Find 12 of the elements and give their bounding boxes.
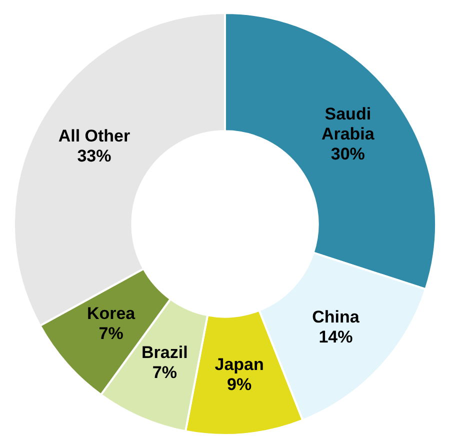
slice-label: Saudi Arabia	[321, 104, 375, 144]
slice-label: China	[312, 308, 360, 327]
data-label: 7%	[152, 363, 177, 382]
slice-label: Korea	[86, 304, 136, 324]
data-label: 33%	[77, 146, 112, 166]
data-label: 9%	[227, 374, 252, 394]
slice-label: All Other	[58, 126, 131, 146]
slice-label: Japan	[214, 354, 264, 374]
data-label: 14%	[318, 328, 353, 347]
data-label: 7%	[98, 324, 124, 344]
slice-label: Brazil	[142, 343, 188, 362]
data-label: 30%	[330, 144, 365, 164]
